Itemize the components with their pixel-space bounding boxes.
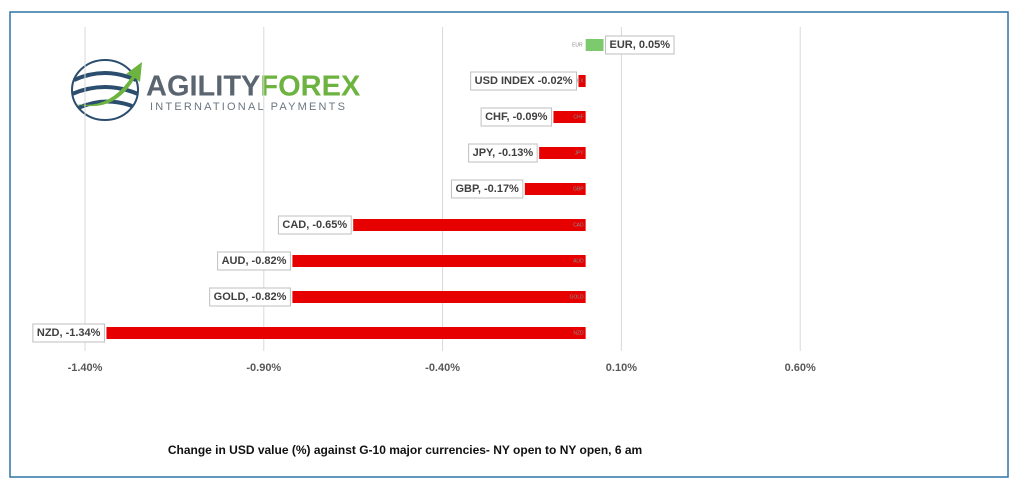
value-label: GOLD, -0.82% xyxy=(209,287,291,307)
x-tick-label: -0.40% xyxy=(425,362,460,374)
value-label-box xyxy=(32,323,105,343)
value-label: GBP, -0.17% xyxy=(450,179,524,199)
x-tick-label: -1.40% xyxy=(68,362,103,374)
value-label-box xyxy=(480,107,552,127)
logo-tagline: INTERNATIONAL PAYMENTS xyxy=(150,101,347,113)
logo-name-2: FOREX xyxy=(260,71,361,103)
value-label-text: JPY, -0.13% xyxy=(473,147,534,159)
logo-arrow xyxy=(76,62,142,107)
value-label-box xyxy=(217,251,291,271)
value-label-text: AUD, -0.82% xyxy=(222,255,287,267)
value-label-text: EUR, 0.05% xyxy=(610,39,671,51)
category-label: GOLD xyxy=(569,294,584,300)
category-label: AUD xyxy=(573,258,584,264)
logo-name-1: AGILITY xyxy=(146,71,260,103)
bar xyxy=(585,39,604,51)
x-tick-label: -0.90% xyxy=(246,362,281,374)
value-label: CHF, -0.09% xyxy=(480,107,552,127)
bar xyxy=(353,219,586,231)
category-label: JPY xyxy=(574,150,584,156)
value-label: JPY, -0.13% xyxy=(468,143,538,163)
value-label-box xyxy=(605,35,675,55)
category-label: GBP xyxy=(573,186,584,192)
bar xyxy=(553,111,586,123)
caption: Change in USD value (%) against G-10 maj… xyxy=(168,443,642,457)
category-label: CHF xyxy=(573,114,583,120)
value-label-text: CHF, -0.09% xyxy=(485,111,548,123)
bar xyxy=(524,183,586,195)
x-tick-label: 0.10% xyxy=(606,362,637,374)
value-label-box xyxy=(209,287,291,307)
value-label-box xyxy=(468,143,538,163)
bar xyxy=(292,255,586,267)
category-label: EUR xyxy=(572,42,583,48)
x-tick-label: 0.60% xyxy=(785,362,816,374)
value-label-text: USD INDEX -0.02% xyxy=(475,75,573,87)
logo: AGILITY FOREX INTERNATIONAL PAYMENTS xyxy=(71,59,361,121)
value-label-text: CAD, -0.65% xyxy=(282,219,347,231)
value-label: AUD, -0.82% xyxy=(217,251,291,271)
logo-globe xyxy=(71,59,139,121)
value-label-text: GBP, -0.17% xyxy=(455,183,519,195)
value-label: CAD, -0.65% xyxy=(277,215,352,235)
value-label-box xyxy=(277,215,352,235)
value-label: USD INDEX -0.02% xyxy=(470,71,577,91)
value-label: EUR, 0.05% xyxy=(605,35,675,55)
bar xyxy=(106,327,586,339)
value-label: NZD, -1.34% xyxy=(32,323,105,343)
bar xyxy=(292,291,586,303)
value-label-text: GOLD, -0.82% xyxy=(214,291,287,303)
category-label: CAD xyxy=(573,222,584,228)
value-label-box xyxy=(470,71,577,91)
value-label-box xyxy=(450,179,524,199)
value-label-text: NZD, -1.34% xyxy=(37,327,101,339)
bar xyxy=(539,147,586,159)
category-label: NZD xyxy=(573,330,584,336)
bar xyxy=(578,75,586,87)
